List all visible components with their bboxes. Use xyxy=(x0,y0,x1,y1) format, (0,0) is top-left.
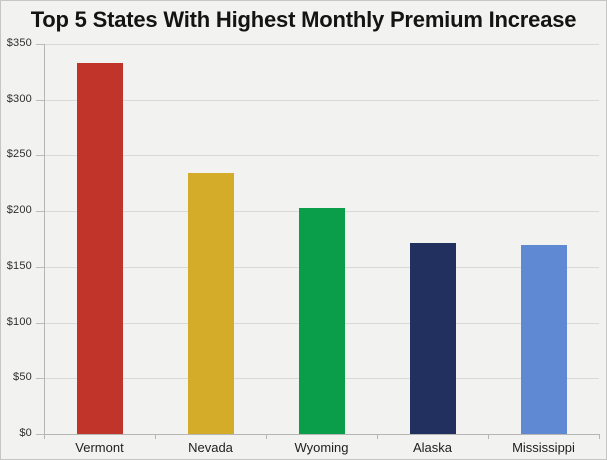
y-gridline xyxy=(44,44,599,45)
bar-nevada xyxy=(188,173,234,434)
x-tick-label-alaska: Alaska xyxy=(412,440,453,455)
y-tick-label: $300 xyxy=(6,93,32,105)
y-tick-label: $100 xyxy=(6,316,32,328)
x-tick-label-nevada: Nevada xyxy=(188,440,233,455)
bar-wyoming xyxy=(299,208,345,434)
x-tick-label-wyoming: Wyoming xyxy=(294,440,349,455)
bar-mississippi xyxy=(521,245,567,434)
y-tick-label: $0 xyxy=(19,427,32,439)
y-axis-tick xyxy=(36,155,44,156)
x-tick-label-vermont: Vermont xyxy=(75,440,124,455)
y-axis-tick xyxy=(36,323,44,324)
y-gridline xyxy=(44,100,599,101)
y-axis-tick xyxy=(36,100,44,101)
y-tick-label: $50 xyxy=(13,371,32,383)
x-axis-line xyxy=(44,434,599,435)
y-axis-tick xyxy=(36,211,44,212)
y-tick-label: $250 xyxy=(6,148,32,160)
x-axis-tick xyxy=(266,434,267,439)
x-axis-tick xyxy=(377,434,378,439)
y-axis-tick xyxy=(36,267,44,268)
y-axis-tick xyxy=(36,44,44,45)
y-tick-label: $150 xyxy=(6,260,32,272)
x-axis-tick xyxy=(599,434,600,439)
y-axis-tick xyxy=(36,434,44,435)
x-tick-label-mississippi: Mississippi xyxy=(512,440,575,455)
y-tick-label: $200 xyxy=(6,204,32,216)
x-axis-tick xyxy=(155,434,156,439)
chart-title: Top 5 States With Highest Monthly Premiu… xyxy=(30,7,577,32)
y-axis-line xyxy=(44,44,45,434)
x-axis-tick xyxy=(488,434,489,439)
x-axis-tick xyxy=(44,434,45,439)
bar-alaska xyxy=(410,243,456,434)
y-tick-label: $350 xyxy=(6,37,32,49)
bar-vermont xyxy=(77,63,123,434)
y-gridline xyxy=(44,155,599,156)
y-axis-tick xyxy=(36,378,44,379)
